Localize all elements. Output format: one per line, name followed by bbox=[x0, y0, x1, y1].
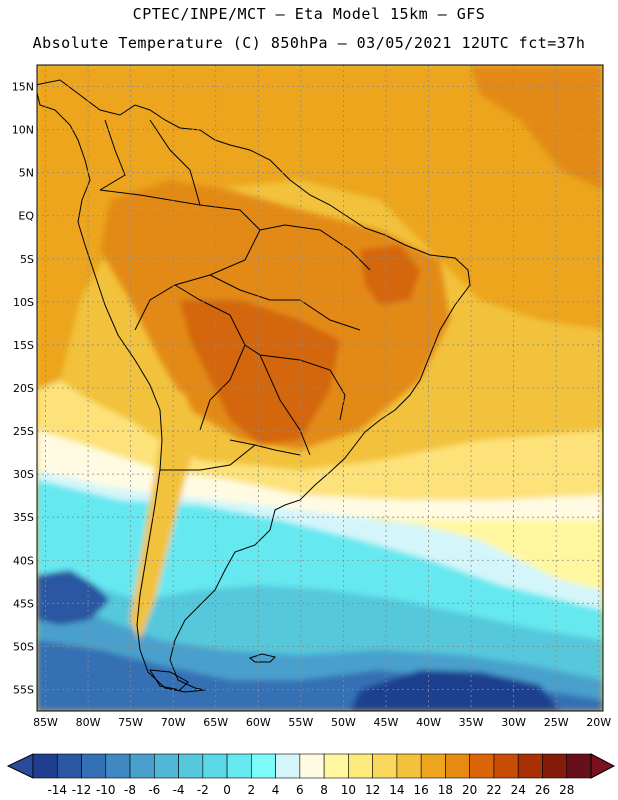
legend-swatch bbox=[566, 753, 592, 779]
legend-swatch bbox=[154, 753, 179, 779]
lat-tick-label: 20S bbox=[13, 382, 34, 395]
legend-tick-label: 16 bbox=[414, 783, 429, 797]
lat-tick-label: 35S bbox=[13, 511, 34, 524]
color-legend-labels: -14 -12 -10 -8 -6 -4 -2 0 2 4 6 8 10 12 14 16 18 20 22 24 26… bbox=[47, 783, 574, 797]
temp-band-blue4-southwest bbox=[37, 570, 110, 625]
coastlines bbox=[37, 79, 471, 693]
tierra-del-fuego-coastline bbox=[149, 669, 189, 691]
legend-tick-label: -8 bbox=[124, 783, 136, 797]
lon-tick-label: 30W bbox=[501, 716, 526, 729]
south-america-coastline bbox=[37, 79, 471, 693]
lon-tick-label: 65W bbox=[203, 716, 228, 729]
temp-band-warm-northeast bbox=[470, 65, 603, 190]
legend-swatch bbox=[299, 753, 325, 779]
lat-tick-label: 15N bbox=[12, 81, 34, 94]
legend-swatch bbox=[129, 753, 155, 779]
lon-tick-label: 80W bbox=[76, 716, 101, 729]
temp-band-cream bbox=[37, 430, 603, 530]
lat-tick-label: 10S bbox=[13, 296, 34, 309]
legend-swatch bbox=[348, 753, 373, 779]
legend-low-arrow bbox=[6, 753, 34, 779]
legend-tick-label: 14 bbox=[389, 783, 404, 797]
lon-tick-label: 50W bbox=[331, 716, 356, 729]
legend-swatch bbox=[469, 753, 495, 779]
lat-tick-label: 5S bbox=[20, 253, 34, 266]
legend-swatch bbox=[202, 753, 228, 779]
temp-band-warm-north bbox=[37, 65, 603, 390]
lat-tick-label: EQ bbox=[18, 210, 34, 223]
lat-tick-label: 50S bbox=[13, 640, 34, 653]
country-borders bbox=[99, 119, 371, 471]
legend-tick-label: 22 bbox=[486, 783, 501, 797]
legend-tick-label: -12 bbox=[72, 783, 92, 797]
legend-tick-label: 6 bbox=[296, 783, 304, 797]
lon-tick-label: 35W bbox=[459, 716, 484, 729]
legend-swatch bbox=[420, 753, 446, 779]
legend-swatch bbox=[396, 753, 422, 779]
map-frame bbox=[36, 64, 604, 712]
lon-tick-label: 25W bbox=[544, 716, 569, 729]
legend-swatch bbox=[445, 753, 470, 779]
legend-tick-label: 20 bbox=[462, 783, 477, 797]
legend-swatch bbox=[251, 753, 276, 779]
lon-tick-label: 75W bbox=[118, 716, 143, 729]
legend-tick-label: 12 bbox=[365, 783, 380, 797]
legend-tick-label: -6 bbox=[148, 783, 160, 797]
longitude-labels: 85W 80W 75W 70W 65W 60W 55W 50W 45W 40W 35W 30W 25W 2… bbox=[33, 716, 611, 729]
temp-band-blue5 bbox=[350, 670, 560, 711]
lat-tick-label: 15S bbox=[13, 339, 34, 352]
lon-tick-label: 20W bbox=[586, 716, 611, 729]
lon-tick-label: 60W bbox=[246, 716, 271, 729]
temp-band-andes-cool bbox=[130, 380, 200, 640]
legend-tick-label: -14 bbox=[47, 783, 67, 797]
legend-swatch bbox=[542, 753, 568, 779]
temp-band-land-hot-northeast bbox=[360, 245, 420, 305]
legend-swatch bbox=[56, 753, 82, 779]
legend-swatch bbox=[105, 753, 131, 779]
lat-tick-label: 45S bbox=[13, 597, 34, 610]
lon-tick-label: 40W bbox=[416, 716, 441, 729]
lat-tick-label: 40S bbox=[13, 554, 34, 567]
lat-lon-grid bbox=[37, 65, 603, 711]
lat-tick-label: 10N bbox=[12, 124, 34, 137]
legend-tick-label: -2 bbox=[197, 783, 209, 797]
lon-tick-label: 85W bbox=[33, 716, 58, 729]
legend-tick-label: 10 bbox=[341, 783, 356, 797]
legend-tick-label: 0 bbox=[223, 783, 231, 797]
legend-tick-label: 2 bbox=[248, 783, 256, 797]
temp-band-land-hot bbox=[180, 300, 340, 445]
lat-tick-label: 25S bbox=[13, 425, 34, 438]
legend-tick-label: 18 bbox=[438, 783, 453, 797]
legend-tick-label: -4 bbox=[173, 783, 185, 797]
legend-swatch bbox=[372, 753, 398, 779]
lat-tick-label: 30S bbox=[13, 468, 34, 481]
lat-tick-label: 55S bbox=[13, 683, 34, 696]
legend-swatch bbox=[517, 753, 543, 779]
lat-tick-label: 5N bbox=[19, 167, 34, 180]
legend-high-arrow bbox=[590, 753, 616, 779]
legend-swatch bbox=[275, 753, 301, 779]
legend-tick-label: 26 bbox=[535, 783, 550, 797]
legend-tick-label: -10 bbox=[96, 783, 116, 797]
color-legend bbox=[6, 753, 616, 779]
map-title-line1: CPTEC/INPE/MCT – Eta Model 15km – GFS bbox=[132, 5, 486, 23]
legend-swatch bbox=[81, 753, 107, 779]
latitude-labels: 15N 10N 5N EQ 5S 10S 15S 20S 25S 30S 35S 40S 45S 50S 5… bbox=[12, 81, 35, 697]
legend-swatch bbox=[226, 753, 252, 779]
lon-tick-label: 55W bbox=[288, 716, 313, 729]
legend-swatch bbox=[178, 753, 204, 779]
legend-tick-label: 24 bbox=[511, 783, 526, 797]
map-title-line2: Absolute Temperature (C) 850hPa – 03/05/… bbox=[32, 34, 586, 52]
legend-tick-label: 8 bbox=[320, 783, 328, 797]
legend-tick-label: 28 bbox=[559, 783, 574, 797]
legend-swatch bbox=[32, 753, 58, 779]
lon-tick-label: 70W bbox=[161, 716, 186, 729]
lon-tick-label: 45W bbox=[374, 716, 399, 729]
legend-swatch bbox=[323, 753, 349, 779]
legend-swatch bbox=[493, 753, 519, 779]
legend-tick-label: 4 bbox=[272, 783, 280, 797]
falkland-islands-coastline bbox=[248, 653, 276, 663]
